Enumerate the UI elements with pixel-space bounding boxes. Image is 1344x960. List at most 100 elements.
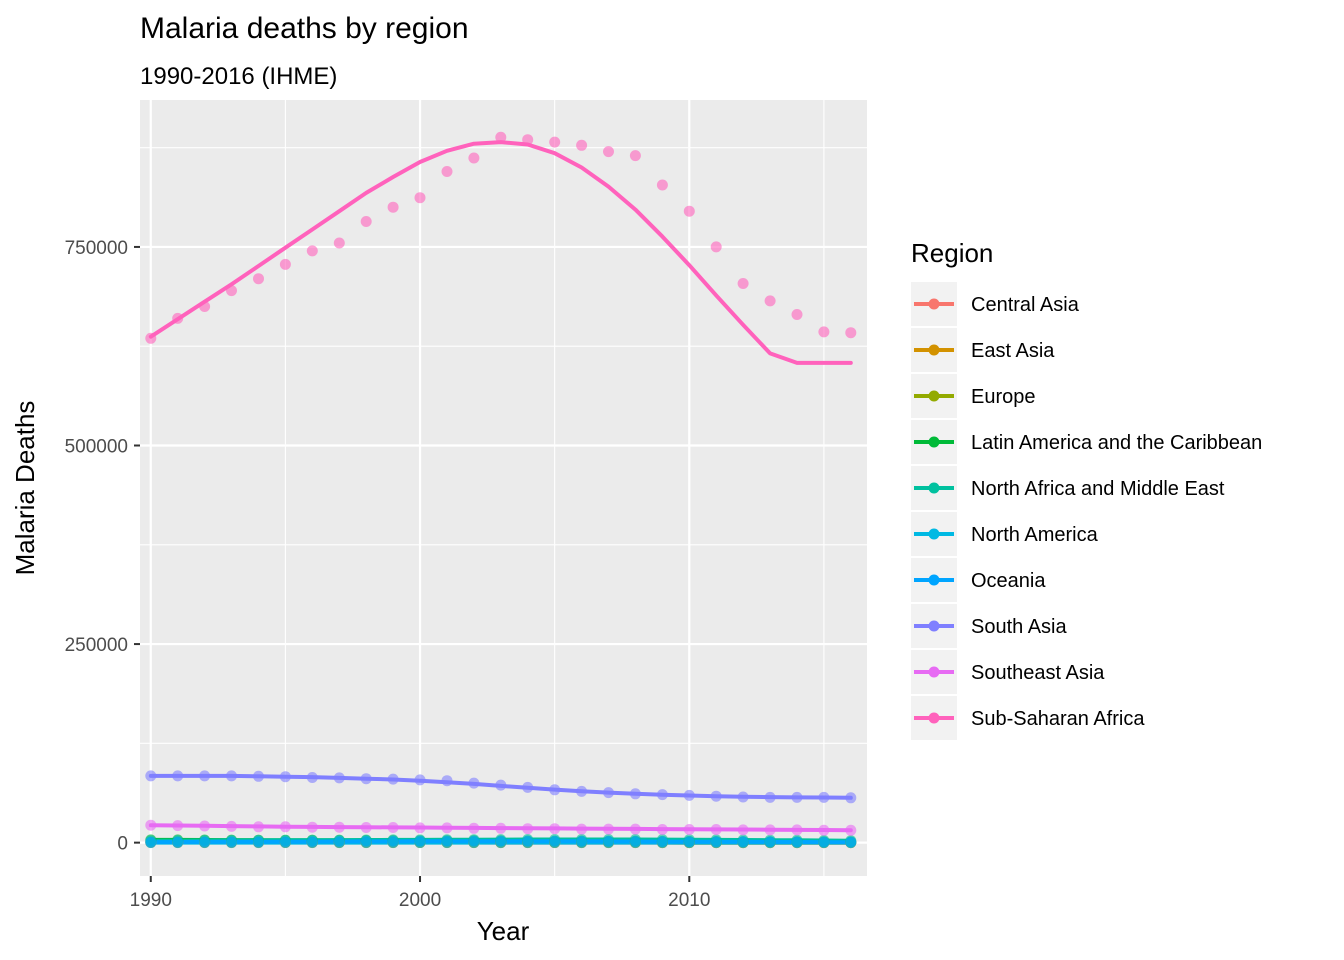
chart-title: Malaria deaths by region <box>140 12 469 45</box>
legend-title: Region <box>911 238 993 268</box>
data-point <box>656 836 668 848</box>
data-point <box>522 835 534 847</box>
legend-entry: East Asia <box>911 328 1055 372</box>
legend-label: South Asia <box>971 616 1068 638</box>
data-point <box>145 770 157 782</box>
data-point <box>818 791 830 803</box>
chart-subtitle: 1990-2016 (IHME) <box>140 63 337 90</box>
data-point <box>199 836 211 848</box>
data-point <box>629 788 641 800</box>
legend-entries: Central Asia East Asia Europe Latin America… <box>911 282 1262 740</box>
data-point <box>414 192 426 204</box>
data-point <box>495 779 507 791</box>
data-point <box>145 836 157 848</box>
axis-ticks: 1990 2000 2010 0 250000 500000 750000 <box>65 238 711 911</box>
data-point <box>172 820 184 832</box>
data-point <box>172 312 184 324</box>
data-point <box>226 770 237 782</box>
legend-entry: Central Asia <box>911 282 1080 326</box>
data-point <box>629 823 641 835</box>
data-point <box>495 131 507 143</box>
data-point <box>279 258 291 270</box>
data-point <box>818 836 830 848</box>
data-point <box>387 835 399 847</box>
data-point <box>468 777 480 789</box>
data-point <box>360 216 372 227</box>
data-point <box>791 836 803 848</box>
data-point <box>522 134 534 146</box>
data-point <box>199 301 211 312</box>
data-point <box>549 784 561 796</box>
data-point <box>199 770 211 782</box>
data-point <box>629 836 641 847</box>
data-point <box>306 821 318 833</box>
data-point <box>791 791 803 803</box>
data-point <box>414 835 426 847</box>
data-point <box>253 821 264 833</box>
data-point <box>710 241 722 253</box>
data-point <box>253 770 264 782</box>
data-point <box>441 166 453 177</box>
data-point <box>253 836 264 848</box>
data-point <box>226 836 237 848</box>
data-point <box>226 820 237 832</box>
legend-entry: Sub-Saharan Africa <box>911 696 1145 740</box>
data-point <box>549 835 561 847</box>
data-point <box>441 775 453 787</box>
data-point <box>629 150 641 162</box>
legend-label: Latin America and the Caribbean <box>971 432 1262 454</box>
data-point <box>737 791 749 803</box>
data-point <box>306 836 318 848</box>
data-point <box>441 835 453 847</box>
data-point <box>764 791 776 803</box>
y-tick-label: 750000 <box>65 238 128 259</box>
data-point <box>522 781 534 793</box>
data-point <box>683 836 695 848</box>
data-point <box>576 139 588 151</box>
data-point <box>468 835 480 847</box>
legend-label: Oceania <box>971 570 1046 592</box>
data-point <box>414 774 426 786</box>
data-point <box>360 835 372 847</box>
legend-key-point <box>928 666 940 678</box>
data-point <box>764 295 776 307</box>
data-point <box>818 326 830 338</box>
data-point <box>549 136 561 148</box>
y-tick-label: 250000 <box>65 635 128 656</box>
data-point <box>360 822 372 833</box>
legend-label: Southeast Asia <box>971 662 1105 684</box>
legend-entry: Europe <box>911 374 1036 418</box>
legend-entry: North America <box>911 512 1099 556</box>
data-point <box>468 152 480 164</box>
x-tick-label: 1990 <box>130 890 172 911</box>
data-point <box>522 823 534 835</box>
data-point <box>710 824 722 835</box>
data-point <box>683 824 695 835</box>
x-tick-label: 2000 <box>399 890 441 911</box>
data-point <box>818 824 830 836</box>
legend-entry: Latin America and the Caribbean <box>911 420 1262 464</box>
data-point <box>360 773 372 785</box>
y-axis-label: Malaria Deaths <box>10 401 40 576</box>
data-point <box>845 836 857 848</box>
legend-label: North America <box>971 524 1099 546</box>
data-point <box>576 835 588 847</box>
data-point <box>226 285 237 297</box>
data-point <box>737 278 749 289</box>
data-point <box>387 773 399 785</box>
data-point <box>656 179 668 191</box>
data-point <box>387 822 399 833</box>
legend-key-point <box>928 344 940 356</box>
legend-label: Sub-Saharan Africa <box>971 708 1145 730</box>
legend-label: East Asia <box>971 340 1055 362</box>
data-point <box>333 821 345 833</box>
data-point <box>603 787 614 799</box>
legend: Region Central Asia East Asia Europe Latin … <box>911 238 1262 740</box>
legend-entry: Southeast Asia <box>911 650 1105 694</box>
data-point <box>495 835 507 847</box>
data-point <box>845 792 857 804</box>
data-point <box>468 822 480 834</box>
data-point <box>279 821 291 833</box>
data-point <box>387 201 399 213</box>
data-point <box>279 771 291 783</box>
